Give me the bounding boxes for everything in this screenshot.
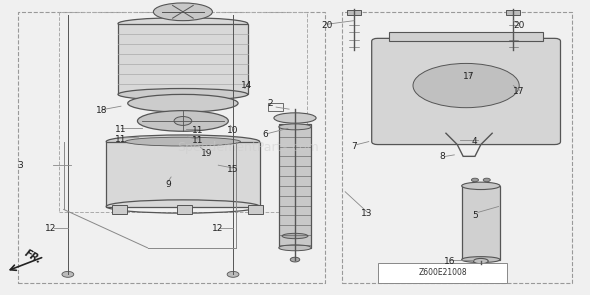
Circle shape bbox=[476, 269, 486, 274]
Bar bbox=[347, 10, 361, 15]
Ellipse shape bbox=[282, 233, 308, 239]
Ellipse shape bbox=[118, 88, 248, 100]
Ellipse shape bbox=[473, 258, 488, 264]
Text: 11: 11 bbox=[115, 135, 126, 144]
Text: 4: 4 bbox=[472, 137, 478, 146]
Ellipse shape bbox=[413, 63, 519, 108]
Text: 18: 18 bbox=[96, 106, 107, 115]
Text: 9: 9 bbox=[165, 180, 171, 189]
Circle shape bbox=[290, 257, 300, 262]
Text: 20: 20 bbox=[322, 21, 333, 30]
Text: 15: 15 bbox=[227, 165, 238, 174]
Text: 11: 11 bbox=[115, 125, 126, 134]
Text: 11: 11 bbox=[192, 126, 203, 135]
Ellipse shape bbox=[118, 18, 248, 30]
Text: 19: 19 bbox=[201, 149, 212, 158]
Text: 17: 17 bbox=[513, 87, 525, 96]
Text: 11: 11 bbox=[192, 136, 203, 145]
Text: 12: 12 bbox=[45, 224, 57, 233]
Bar bbox=[506, 10, 520, 15]
Bar bbox=[268, 103, 283, 111]
Text: FR.: FR. bbox=[22, 248, 43, 266]
Ellipse shape bbox=[461, 257, 500, 263]
Text: Z600E21008: Z600E21008 bbox=[418, 268, 467, 277]
Text: 10: 10 bbox=[227, 126, 238, 135]
Ellipse shape bbox=[128, 94, 238, 112]
Bar bbox=[106, 142, 260, 206]
Ellipse shape bbox=[126, 137, 241, 146]
Ellipse shape bbox=[274, 113, 316, 123]
FancyBboxPatch shape bbox=[372, 38, 560, 145]
Circle shape bbox=[62, 271, 74, 277]
Bar bbox=[177, 205, 192, 214]
Circle shape bbox=[174, 117, 192, 125]
Bar bbox=[112, 205, 127, 214]
Text: 2: 2 bbox=[267, 99, 273, 108]
Ellipse shape bbox=[278, 245, 312, 251]
Bar bbox=[389, 32, 543, 41]
Text: 5: 5 bbox=[472, 211, 478, 220]
Bar bbox=[461, 186, 500, 260]
Ellipse shape bbox=[461, 182, 500, 190]
Text: SpeedementParts.com: SpeedementParts.com bbox=[177, 141, 319, 154]
Text: 12: 12 bbox=[212, 224, 224, 233]
Text: 8: 8 bbox=[440, 152, 445, 161]
Text: 17: 17 bbox=[463, 72, 474, 81]
Ellipse shape bbox=[153, 3, 212, 21]
Text: 7: 7 bbox=[352, 142, 358, 150]
Circle shape bbox=[471, 178, 478, 182]
Text: 20: 20 bbox=[513, 21, 525, 30]
Ellipse shape bbox=[278, 124, 312, 130]
Text: 14: 14 bbox=[241, 81, 252, 90]
Bar bbox=[278, 124, 312, 248]
Ellipse shape bbox=[137, 111, 228, 131]
Text: 3: 3 bbox=[18, 161, 24, 170]
Text: 16: 16 bbox=[444, 257, 455, 266]
Bar bbox=[378, 263, 507, 283]
Bar bbox=[248, 205, 263, 214]
Text: 6: 6 bbox=[263, 130, 268, 139]
Circle shape bbox=[483, 178, 490, 182]
Text: 13: 13 bbox=[361, 209, 372, 218]
Circle shape bbox=[227, 271, 239, 277]
Ellipse shape bbox=[106, 135, 260, 148]
Bar bbox=[118, 24, 248, 94]
